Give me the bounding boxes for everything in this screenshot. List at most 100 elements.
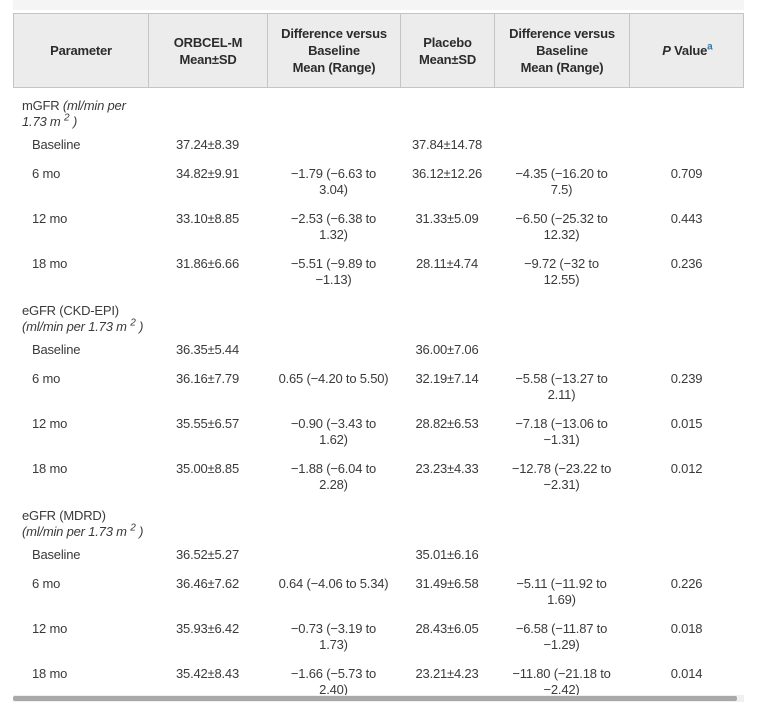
p-value-cell (629, 342, 744, 358)
placebo-diff-cell: −6.58 (−11.87 to −1.29) (494, 621, 629, 653)
title-segment: ) (135, 524, 144, 539)
placebo-diff-cell: −11.80 (−21.18 to −2.42) (494, 666, 629, 698)
placebo-mean-cell: 36.12±12.26 (400, 166, 494, 182)
orbcel-diff-cell: 0.65 (−4.20 to 5.50) (267, 371, 400, 387)
orbcel-diff-cell: −1.66 (−5.73 to 2.40) (267, 666, 400, 698)
orbcel-mean-cell: 36.46±7.62 (148, 576, 267, 592)
placebo-mean-cell: 35.01±6.16 (400, 547, 494, 563)
horizontal-scrollbar[interactable] (13, 695, 744, 702)
cell-value: 37.84±14.78 (412, 137, 482, 152)
cell-value: −9.72 (−32 to 12.55) (524, 256, 599, 287)
horizontal-scrollbar-thumb[interactable] (13, 696, 737, 701)
cell-value: 23.23±4.33 (415, 461, 479, 476)
cell-value: 37.24±8.39 (176, 137, 239, 152)
orbcel-mean-cell: 36.35±5.44 (148, 342, 267, 358)
cell-value: −1.79 (−6.63 to 3.04) (290, 166, 377, 197)
cell-value: 0.239 (670, 371, 703, 386)
cell-value: 0.709 (670, 166, 703, 181)
placebo-mean-cell: 37.84±14.78 (400, 137, 494, 153)
param-cell: 6 mo (32, 166, 61, 181)
placebo-mean-cell: 28.43±6.05 (400, 621, 494, 637)
title-segment: ) (69, 114, 78, 129)
param-cell: 6 mo (32, 576, 61, 591)
section-title-line: 1.73 m 2 ) (22, 113, 148, 130)
placebo-diff-cell: −7.18 (−13.06 to −1.31) (494, 416, 629, 448)
section-row: eGFR (CKD-EPI) (ml/min per 1.73 m 2 ) (13, 295, 744, 336)
cell-value: −4.35 (−16.20 to 7.5) (515, 166, 608, 197)
section-title-line: (ml/min per 1.73 m 2 ) (22, 523, 148, 540)
cell-value: −0.90 (−3.43 to 1.62) (290, 416, 377, 447)
orbcel-diff-cell: −0.90 (−3.43 to 1.62) (267, 416, 400, 448)
cell-value: 31.33±5.09 (415, 211, 479, 226)
placebo-diff-cell: −4.35 (−16.20 to 7.5) (494, 166, 629, 198)
section-title: eGFR (MDRD) (ml/min per 1.73 m 2 ) (13, 508, 148, 540)
title-segment: (ml/min per 1.73 m (22, 524, 131, 539)
cell-value: 0.65 (−4.20 to 5.50) (278, 371, 389, 386)
table-row: Baseline 36.35±5.44 36.00±7.06 (13, 336, 744, 365)
cell-value: 0.443 (670, 211, 703, 226)
orbcel-diff-cell: −0.73 (−3.19 to 1.73) (267, 621, 400, 653)
title-segment: eGFR (CKD-EPI) (22, 303, 119, 318)
cell-value: 36.46±7.62 (176, 576, 239, 591)
column-header-label: Difference versus (509, 26, 615, 41)
orbcel-diff-cell: −2.53 (−6.38 to 1.32) (267, 211, 400, 243)
cell-value: 0.018 (670, 621, 703, 636)
placebo-mean-cell: 31.33±5.09 (400, 211, 494, 227)
orbcel-diff-cell (267, 342, 400, 358)
section-title: mGFR (ml/min per 1.73 m 2 ) (13, 98, 148, 130)
column-header-label: ORBCEL-M (173, 34, 243, 50)
orbcel-diff-cell: −5.51 (−9.89 to −1.13) (267, 256, 400, 288)
p-value-cell: 0.226 (629, 576, 744, 592)
cell-value: 35.55±6.57 (176, 416, 239, 431)
cell-value: 34.82±9.91 (176, 166, 239, 181)
cell-value: 36.12±12.26 (412, 166, 482, 181)
cell-value: 28.11±4.74 (415, 256, 478, 271)
cell-value: −1.66 (−5.73 to 2.40) (290, 666, 377, 697)
cell-value: −6.50 (−25.32 to 12.32) (515, 211, 608, 242)
cell-value: −0.73 (−3.19 to 1.73) (290, 621, 377, 652)
title-segment: mGFR (22, 98, 63, 113)
section-title-line: (ml/min per 1.73 m 2 ) (22, 318, 148, 335)
param-cell: 12 mo (32, 416, 68, 431)
table-row: 12 mo 35.93±6.42 −0.73 (−3.19 to 1.73) 28.4… (13, 615, 744, 660)
p-value-cell: 0.709 (629, 166, 744, 182)
placebo-mean-cell: 31.49±6.58 (400, 576, 494, 592)
orbcel-mean-cell: 36.16±7.79 (148, 371, 267, 387)
param-cell: Baseline (32, 342, 81, 357)
value-word: Value (670, 43, 708, 58)
cell-value: −12.78 (−23.22 to −2.31) (511, 461, 612, 492)
table-row: 18 mo 31.86±6.66 −5.51 (−9.89 to −1.13) 28.… (13, 250, 744, 295)
cell-value: 28.43±6.05 (415, 621, 479, 636)
placebo-mean-cell: 28.82±6.53 (400, 416, 494, 432)
p-italic: P (662, 43, 671, 58)
cell-value: 0.64 (−4.06 to 5.34) (278, 576, 389, 591)
p-value-cell (629, 547, 744, 563)
section-title-line: eGFR (MDRD) (22, 508, 148, 524)
orbcel-mean-cell: 34.82±9.91 (148, 166, 267, 182)
cell-value: 0.226 (670, 576, 703, 591)
orbcel-diff-cell (267, 137, 400, 153)
orbcel-mean-cell: 35.93±6.42 (148, 621, 267, 637)
cell-value: 35.93±6.42 (176, 621, 239, 636)
p-value-cell: 0.018 (629, 621, 744, 637)
placebo-diff-cell: −5.11 (−11.92 to 1.69) (494, 576, 629, 608)
cell-value: −7.18 (−13.06 to −1.31) (515, 416, 608, 447)
orbcel-diff-cell: −1.88 (−6.04 to 2.28) (267, 461, 400, 493)
footnote-a-link[interactable]: a (707, 41, 713, 53)
column-header-label: Mean±SD (418, 51, 477, 67)
orbcel-mean-cell: 37.24±8.39 (148, 137, 267, 153)
p-value-cell: 0.443 (629, 211, 744, 227)
table-body: mGFR (ml/min per 1.73 m 2 ) Baseline 37.24±… (13, 88, 744, 705)
column-header-orbcel-mean: ORBCEL-M Mean±SD (149, 14, 268, 87)
column-header-pvalue: P Valuea (630, 14, 745, 87)
placebo-diff-cell: −9.72 (−32 to 12.55) (494, 256, 629, 288)
orbcel-mean-cell: 35.55±6.57 (148, 416, 267, 432)
cell-value: 31.49±6.58 (415, 576, 479, 591)
p-value-cell: 0.015 (629, 416, 744, 432)
table-header: Parameter ORBCEL-M Mean±SD Difference ve… (13, 13, 744, 88)
column-header-orbcel-difference: Difference versus Baseline Mean (Range) (268, 14, 401, 87)
table-row: 18 mo 35.00±8.85 −1.88 (−6.04 to 2.28) 23.2… (13, 455, 744, 500)
param-cell: 18 mo (32, 666, 68, 681)
cell-value: 0.012 (670, 461, 703, 476)
